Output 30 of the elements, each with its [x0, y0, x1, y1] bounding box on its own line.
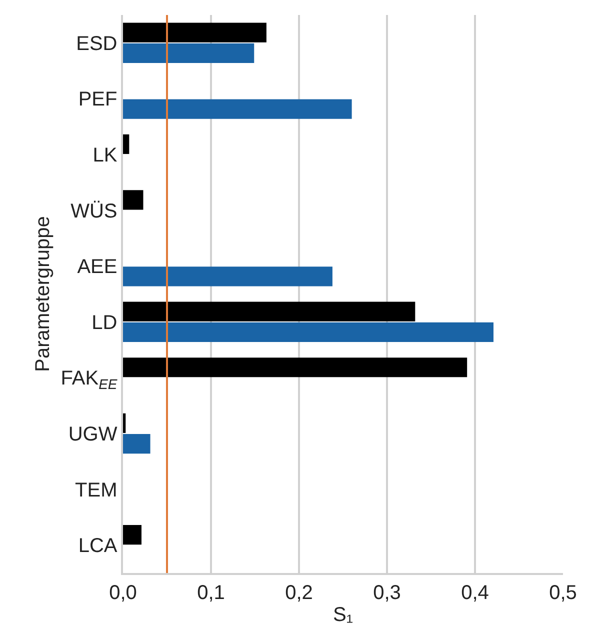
y-tick-label: UGW — [68, 424, 118, 446]
bar — [123, 134, 130, 154]
x-tick-label: 0,5 — [549, 582, 577, 604]
bar — [123, 524, 142, 545]
y-tick-label: LD — [92, 312, 118, 334]
x-tick-label: 0,3 — [373, 582, 401, 604]
y-tick-label: WÜS — [70, 200, 118, 222]
x-tick-label: 0,1 — [197, 582, 225, 604]
bar — [123, 302, 416, 322]
x-tick-label: 0,4 — [461, 582, 489, 604]
bar — [123, 434, 150, 454]
y-axis-title: Parametergruppe — [32, 216, 54, 372]
y-tick-label: ESD — [76, 32, 118, 55]
x-tick-label: 0,2 — [285, 582, 313, 604]
bar — [123, 99, 352, 119]
bar — [123, 322, 494, 342]
x-axis-title: S₁ — [332, 604, 354, 626]
y-tick-label: LCA — [78, 535, 118, 558]
y-tick-label: LK — [92, 144, 118, 166]
y-tick-label: TEM — [75, 479, 118, 502]
bar — [123, 358, 468, 378]
y-tick-label: PEF — [78, 88, 118, 111]
y-tick-label: FAK$_{EE}$ — [60, 368, 118, 392]
bar — [123, 43, 254, 64]
x-tick-label: 0,0 — [109, 582, 137, 604]
bar — [123, 413, 126, 433]
bar — [123, 266, 332, 286]
bar — [123, 22, 266, 42]
bar — [123, 190, 144, 210]
y-tick-label: AEE — [77, 256, 118, 278]
